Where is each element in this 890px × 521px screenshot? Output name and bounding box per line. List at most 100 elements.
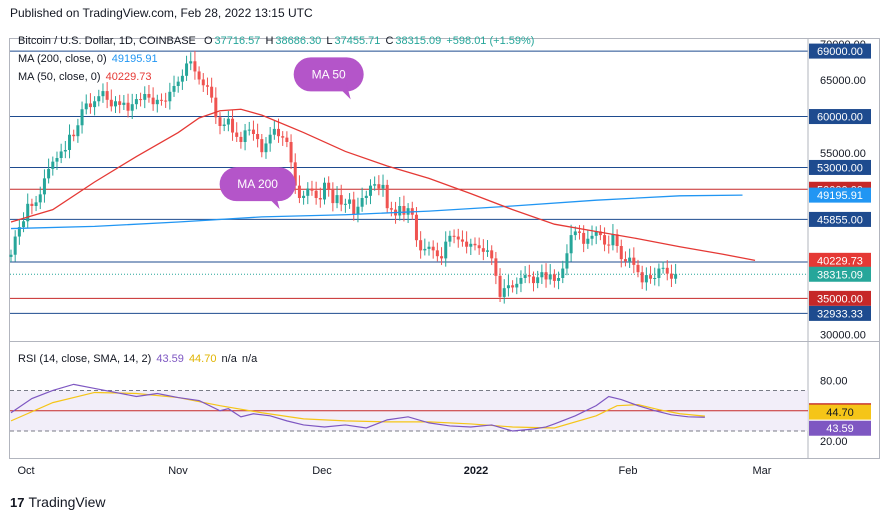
- ma50-legend: MA (50, close, 0) 40229.73: [18, 71, 154, 83]
- open-label: O: [203, 35, 213, 47]
- candle-body: [427, 246, 431, 249]
- candle-body: [615, 234, 619, 246]
- candle-body: [511, 285, 515, 288]
- candle-body: [502, 288, 506, 297]
- annotation-pointer: [267, 194, 280, 210]
- candle-body: [373, 184, 377, 186]
- candle-body: [172, 86, 176, 92]
- hline-price-badge: 69000.00: [817, 46, 863, 58]
- candle-body: [519, 278, 523, 284]
- high-value: 38686.30: [275, 35, 322, 47]
- annotation-text: MA 200: [237, 177, 278, 191]
- candle-body: [176, 81, 180, 86]
- candle-body: [448, 235, 452, 242]
- tradingview-brand[interactable]: 17 TradingView: [10, 494, 106, 510]
- candle-body: [335, 195, 339, 204]
- published-header: Published on TradingView.com, Feb 28, 20…: [10, 6, 313, 20]
- y-tick-label: 55000.00: [820, 148, 866, 160]
- candle-body: [151, 97, 155, 105]
- hline-price-badge-bg: [809, 109, 871, 125]
- candle-body: [632, 257, 636, 265]
- rsi-label: RSI (14, close, SMA, 14, 2): [18, 353, 152, 365]
- annotation-bubble: MA 200: [219, 167, 296, 210]
- candle-body: [306, 188, 310, 196]
- candle-body: [189, 61, 193, 64]
- candle-body: [423, 248, 427, 251]
- candle-body: [598, 231, 602, 236]
- ma200-legend: MA (200, close, 0) 49195.91: [18, 53, 160, 65]
- candle-body: [285, 137, 289, 142]
- hline-price-badge-bg: [809, 43, 871, 59]
- candle-body: [130, 104, 134, 111]
- candle-body: [201, 79, 205, 86]
- candle-body: [231, 118, 235, 133]
- candle-body: [80, 109, 84, 126]
- candle-body: [381, 184, 385, 189]
- hline-price-badge: 53000.00: [817, 162, 863, 174]
- rsi-tick-label: 80.00: [820, 375, 848, 387]
- candle-body: [256, 134, 260, 140]
- hline-price-badge: 60000.00: [817, 112, 863, 124]
- hline-price-badge-bg: [809, 290, 871, 306]
- candle-body: [239, 136, 243, 142]
- symbol-name: Bitcoin / U.S. Dollar, 1D, COINBASE: [18, 35, 196, 47]
- candle-body: [348, 199, 352, 204]
- rsi-legend: RSI (14, close, SMA, 14, 2) 43.59 44.70 …: [18, 353, 259, 365]
- x-tick-label: Dec: [312, 465, 332, 477]
- candle-body: [515, 283, 519, 288]
- candle-body: [126, 102, 130, 111]
- candle-body: [327, 182, 331, 190]
- candle-body: [68, 134, 72, 150]
- candle-body: [486, 250, 490, 252]
- candle-body: [139, 99, 143, 101]
- price-badge-bg: [809, 252, 871, 268]
- candle-body: [364, 195, 368, 198]
- candle-body: [644, 275, 648, 283]
- hline-price-badge-bg: [809, 211, 871, 227]
- annotation-bubble-body: [219, 167, 296, 202]
- candle-body: [51, 161, 55, 169]
- candle-body: [134, 99, 138, 105]
- candle-body: [159, 99, 163, 101]
- candle-body: [368, 185, 372, 196]
- candle-body: [356, 206, 360, 214]
- candle-body: [619, 246, 623, 260]
- candle-body: [557, 278, 561, 281]
- rsi-na-2: n/a: [241, 353, 258, 365]
- candle-body: [523, 275, 527, 278]
- rsi-badge-bg: [809, 420, 871, 436]
- candle-body: [247, 129, 251, 131]
- candle-body: [506, 285, 510, 289]
- candle-body: [640, 272, 644, 283]
- candle-body: [569, 235, 573, 254]
- candle-body: [193, 61, 197, 72]
- change-value: +598.01 (+1.59%): [446, 35, 535, 47]
- candle-body: [477, 245, 481, 249]
- candle-body: [573, 231, 577, 236]
- close-value: 38315.09: [395, 35, 442, 47]
- candle-body: [661, 267, 665, 269]
- candle-body: [222, 124, 226, 126]
- candle-body: [377, 184, 381, 189]
- candle-body: [532, 276, 535, 284]
- candle-body: [527, 275, 531, 277]
- candle-body: [352, 199, 356, 214]
- candle-body: [603, 235, 607, 245]
- candle-body: [251, 129, 255, 134]
- x-tick-label: Mar: [753, 465, 772, 477]
- candle-body: [93, 101, 97, 108]
- x-tick-label: Nov: [168, 465, 188, 477]
- x-tick-label: Oct: [17, 465, 34, 477]
- tradingview-brand-text: TradingView: [28, 494, 106, 510]
- main-pane-frame: [9, 38, 880, 342]
- low-value: 37455.71: [334, 35, 381, 47]
- candle-body: [460, 239, 464, 242]
- candle-body: [594, 231, 598, 236]
- candle-body: [268, 134, 272, 144]
- candle-body: [440, 256, 444, 259]
- candle-body: [293, 162, 297, 186]
- candle-body: [297, 185, 301, 198]
- candle-body: [289, 142, 293, 163]
- candle-body: [456, 236, 460, 240]
